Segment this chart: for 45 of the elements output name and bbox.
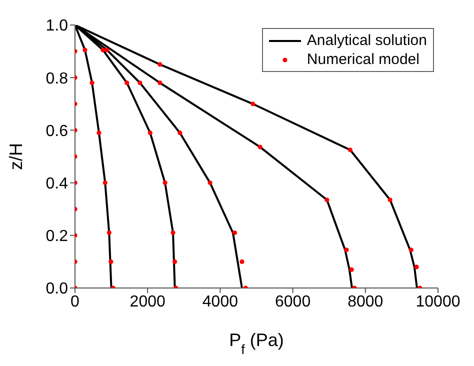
legend-label: Numerical model: [306, 50, 420, 69]
point: [124, 80, 130, 86]
point: [388, 198, 392, 202]
x-tick-label: 6000: [275, 293, 311, 310]
point: [96, 130, 102, 136]
x-axis-title: P$_{f}$ (Pa): [229, 330, 284, 356]
point: [178, 130, 182, 136]
point: [414, 264, 419, 270]
point: [162, 180, 168, 186]
y-tick-label: 0.6: [46, 122, 68, 140]
y-tick-label: 1.0: [46, 18, 68, 35]
point: [104, 48, 110, 52]
x-tick-label: 10000: [416, 293, 460, 310]
point: [344, 248, 349, 252]
point: [349, 267, 354, 272]
point: [170, 230, 176, 236]
y-axis-title: z/H: [6, 143, 26, 170]
legend-label: Analytical solution: [306, 31, 427, 50]
point: [250, 102, 256, 106]
x-tick-label: 2000: [130, 293, 166, 310]
point: [408, 248, 414, 252]
point: [106, 230, 112, 236]
point: [100, 48, 106, 52]
x-tick-label: 8000: [348, 293, 384, 310]
point: [240, 259, 244, 264]
point: [232, 230, 238, 236]
point: [158, 80, 162, 86]
point: [102, 180, 108, 186]
point: [108, 259, 114, 264]
y-tick-label: 0.4: [46, 175, 68, 192]
point: [208, 180, 212, 186]
point: [82, 48, 88, 52]
y-tick-label: 0.2: [46, 228, 68, 246]
y-tick-label: 0.8: [46, 70, 68, 88]
point: [324, 198, 330, 202]
point: [148, 130, 152, 136]
point: [158, 62, 162, 67]
point: [172, 259, 178, 264]
point: [138, 80, 142, 86]
point: [90, 80, 94, 86]
x-tick-label: 0: [70, 293, 80, 310]
point: [258, 144, 262, 150]
x-tick-label: 4000: [202, 293, 238, 310]
point: [348, 148, 352, 152]
y-tick-label: 0.0: [46, 280, 68, 298]
